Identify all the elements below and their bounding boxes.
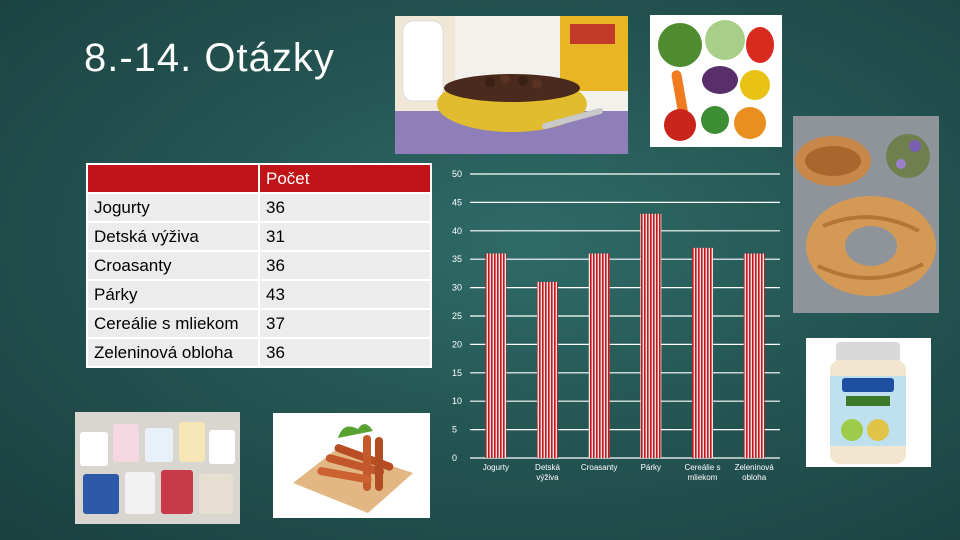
table-row: Detská výživa 31: [86, 221, 432, 252]
slide-title: 8.-14. Otázky: [84, 36, 335, 80]
table-row: Croasanty 36: [86, 250, 432, 281]
x-tick-label: Párky: [641, 463, 661, 472]
table-cell-value: 37: [258, 308, 432, 339]
y-tick-label: 10: [452, 396, 462, 406]
title-accent-bar: [0, 50, 8, 100]
table-cell-label: Jogurty: [86, 192, 260, 223]
y-tick-label: 25: [452, 311, 462, 321]
x-tick-label: Cereálie s: [684, 463, 720, 472]
y-tick-label: 40: [452, 226, 462, 236]
table-cell-label: Párky: [86, 279, 260, 310]
bar-4: [692, 247, 713, 458]
bar-1: [537, 281, 558, 458]
table-row: Jogurty 36: [86, 192, 432, 223]
y-tick-label: 45: [452, 197, 462, 207]
sausages-photo: [273, 413, 430, 518]
table-cell-value: 36: [258, 337, 432, 368]
y-tick-label: 35: [452, 254, 462, 264]
vegetables-photo: [650, 15, 782, 147]
bar-3: [640, 213, 662, 458]
x-tick-label: mliekom: [688, 473, 718, 482]
table-row: Zeleninová obloha 36: [86, 337, 432, 368]
x-tick-label: výživa: [536, 473, 559, 482]
table-header-count: Počet: [258, 163, 432, 194]
table-cell-label: Detská výživa: [86, 221, 260, 252]
y-tick-label: 30: [452, 283, 462, 293]
data-table: Počet Jogurty 36 Detská výživa 31 Croasa…: [86, 163, 432, 368]
table-row: Párky 43: [86, 279, 432, 310]
table-cell-label: Cereálie s mliekom: [86, 308, 260, 339]
table-header-row: Počet: [86, 163, 432, 194]
x-tick-label: Zeleninová: [735, 463, 775, 472]
x-tick-label: Croasanty: [581, 463, 617, 472]
yogurts-photo: [75, 412, 240, 524]
y-tick-label: 0: [452, 453, 457, 463]
y-tick-label: 15: [452, 368, 462, 378]
table-row: Cereálie s mliekom 37: [86, 308, 432, 339]
table-cell-label: Croasanty: [86, 250, 260, 281]
bar-2: [588, 253, 610, 458]
x-tick-label: obloha: [742, 473, 767, 482]
x-tick-label: Jogurty: [483, 463, 509, 472]
table-header-empty: [86, 163, 260, 194]
table-cell-value: 43: [258, 279, 432, 310]
y-tick-label: 50: [452, 169, 462, 179]
table-cell-value: 31: [258, 221, 432, 252]
pastry-photo: [793, 116, 939, 313]
bar-0: [485, 253, 507, 458]
cereal-photo: [395, 16, 628, 154]
bar-5: [743, 253, 765, 458]
x-tick-label: Detská: [535, 463, 560, 472]
baby-food-jar-photo: [806, 338, 931, 467]
table-cell-value: 36: [258, 250, 432, 281]
y-tick-label: 5: [452, 425, 457, 435]
table-cell-label: Zeleninová obloha: [86, 337, 260, 368]
table-cell-value: 36: [258, 192, 432, 223]
y-tick-label: 20: [452, 339, 462, 349]
